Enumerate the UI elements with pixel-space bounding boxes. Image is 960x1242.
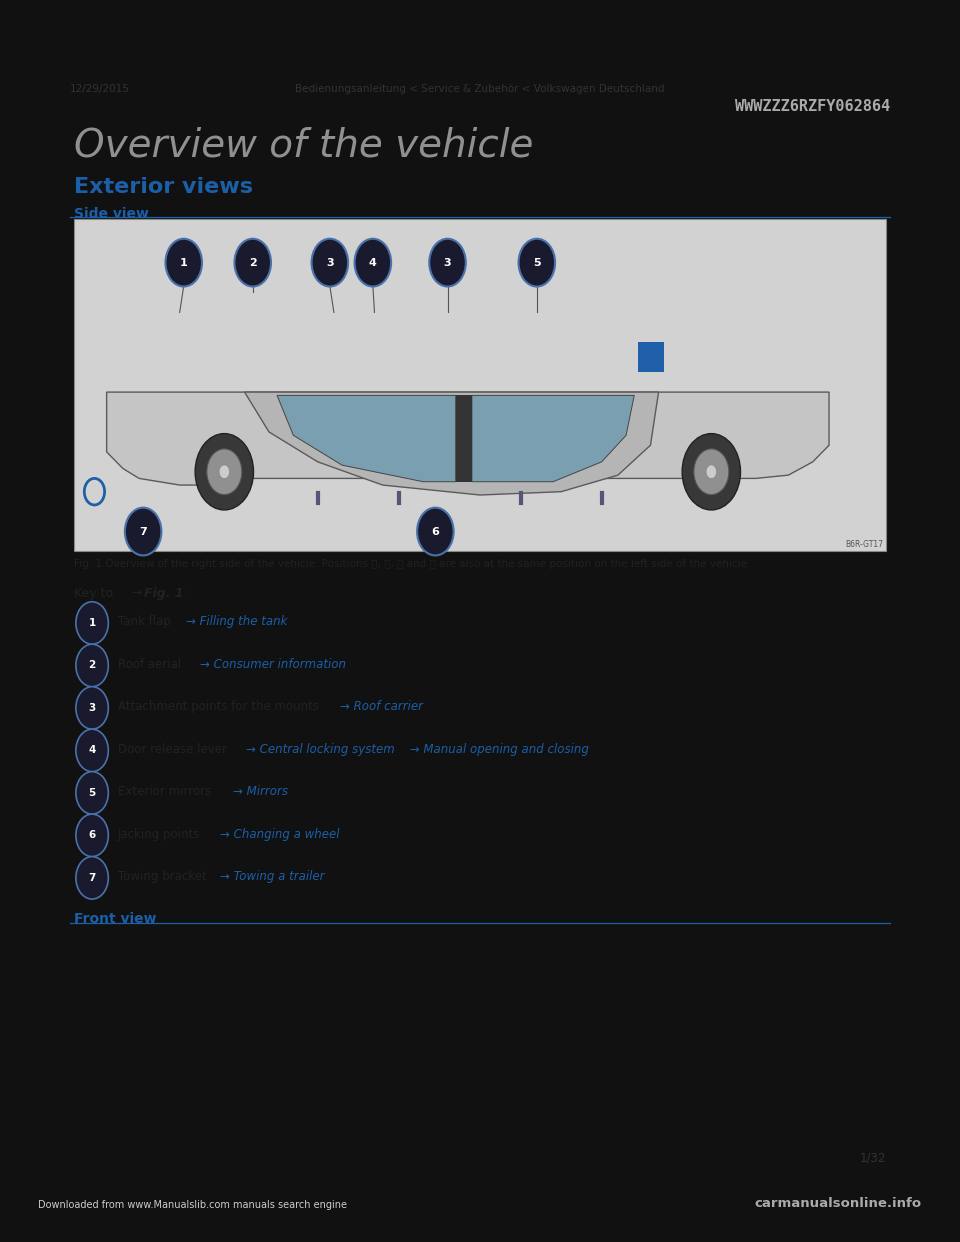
- Circle shape: [694, 448, 729, 494]
- Circle shape: [219, 465, 229, 478]
- Text: 3: 3: [326, 257, 334, 267]
- Text: 4: 4: [88, 745, 96, 755]
- Text: → Consumer information: → Consumer information: [200, 657, 346, 671]
- Text: Exterior mirrors: Exterior mirrors: [118, 785, 211, 799]
- Polygon shape: [107, 392, 829, 486]
- Circle shape: [165, 238, 202, 287]
- Text: Overview of the vehicle: Overview of the vehicle: [74, 127, 534, 165]
- Text: 6: 6: [431, 527, 440, 537]
- Circle shape: [234, 238, 271, 287]
- Text: Fig. 1: Fig. 1: [144, 587, 184, 600]
- Text: Fig. 1 Overview of the right side of the vehicle. Positions ⓒ, ⓓ, ⓕ and ⓖ are al: Fig. 1 Overview of the right side of the…: [74, 559, 747, 569]
- Circle shape: [195, 433, 253, 510]
- Text: B6R-GT17: B6R-GT17: [845, 540, 883, 549]
- Circle shape: [518, 238, 555, 287]
- Text: :: :: [188, 587, 192, 600]
- Text: → Roof carrier: → Roof carrier: [340, 700, 422, 713]
- Text: Door release lever: Door release lever: [118, 743, 227, 755]
- Polygon shape: [456, 395, 472, 482]
- Text: Roof aerial: Roof aerial: [118, 657, 181, 671]
- Text: → Changing a wheel: → Changing a wheel: [220, 827, 339, 841]
- Circle shape: [76, 771, 108, 815]
- Text: Exterior views: Exterior views: [74, 178, 253, 197]
- Text: Towing bracket: Towing bracket: [118, 869, 206, 883]
- Text: 1: 1: [180, 257, 187, 267]
- Text: → Filling the tank: → Filling the tank: [186, 615, 288, 628]
- Circle shape: [125, 508, 161, 555]
- Circle shape: [312, 238, 348, 287]
- FancyBboxPatch shape: [74, 220, 886, 551]
- Circle shape: [354, 238, 391, 287]
- Text: 1: 1: [88, 619, 96, 628]
- Text: 7: 7: [139, 527, 147, 537]
- Circle shape: [683, 433, 740, 510]
- Text: carmanualsonline.info: carmanualsonline.info: [755, 1197, 922, 1210]
- Circle shape: [76, 687, 108, 729]
- Text: → Mirrors: → Mirrors: [233, 785, 288, 799]
- Text: 5: 5: [533, 257, 540, 267]
- Circle shape: [76, 602, 108, 645]
- Text: 1/32: 1/32: [859, 1151, 886, 1164]
- Text: 4: 4: [369, 257, 376, 267]
- Circle shape: [76, 815, 108, 857]
- Circle shape: [706, 465, 716, 478]
- Text: → Towing a trailer: → Towing a trailer: [220, 869, 324, 883]
- Text: Key to: Key to: [74, 587, 117, 600]
- Text: Bedienungsanleitung < Service & Zubehör < Volkswagen Deutschland: Bedienungsanleitung < Service & Zubehör …: [296, 84, 664, 94]
- Text: 5: 5: [88, 787, 96, 797]
- Text: Side view: Side view: [74, 207, 149, 221]
- Text: Downloaded from www.Manualslib.com manuals search engine: Downloaded from www.Manualslib.com manua…: [38, 1200, 348, 1210]
- Text: Tank flap: Tank flap: [118, 615, 171, 628]
- Circle shape: [417, 508, 454, 555]
- Text: → Central locking system    → Manual opening and closing: → Central locking system → Manual openin…: [246, 743, 589, 755]
- Circle shape: [76, 857, 108, 899]
- Circle shape: [429, 238, 466, 287]
- Text: 2: 2: [88, 661, 96, 671]
- Circle shape: [206, 448, 242, 494]
- Text: →: →: [132, 587, 147, 600]
- Text: 12/29/2015: 12/29/2015: [70, 84, 130, 94]
- Text: 3: 3: [444, 257, 451, 267]
- Text: Attachment points for the mounts: Attachment points for the mounts: [118, 700, 319, 713]
- Text: Front view: Front view: [74, 913, 156, 927]
- Text: Jacking points: Jacking points: [118, 827, 200, 841]
- Text: 7: 7: [88, 873, 96, 883]
- FancyBboxPatch shape: [638, 343, 664, 373]
- Text: 3: 3: [88, 703, 96, 713]
- Text: 2: 2: [249, 257, 256, 267]
- Polygon shape: [245, 392, 659, 496]
- Polygon shape: [277, 395, 456, 482]
- Circle shape: [76, 729, 108, 771]
- Text: 6: 6: [88, 831, 96, 841]
- Polygon shape: [472, 395, 635, 482]
- Text: WWWZZZ6RZFY062864: WWWZZZ6RZFY062864: [735, 99, 890, 114]
- Circle shape: [76, 645, 108, 687]
